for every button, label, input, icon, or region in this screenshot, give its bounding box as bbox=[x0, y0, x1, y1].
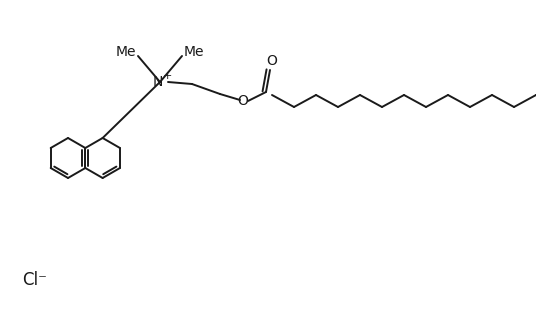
Text: N: N bbox=[153, 75, 163, 89]
Text: O: O bbox=[237, 94, 249, 108]
Text: Me: Me bbox=[184, 45, 204, 59]
Text: +: + bbox=[162, 71, 172, 81]
Text: Cl⁻: Cl⁻ bbox=[22, 271, 47, 289]
Text: O: O bbox=[266, 54, 278, 68]
Text: Me: Me bbox=[116, 45, 136, 59]
